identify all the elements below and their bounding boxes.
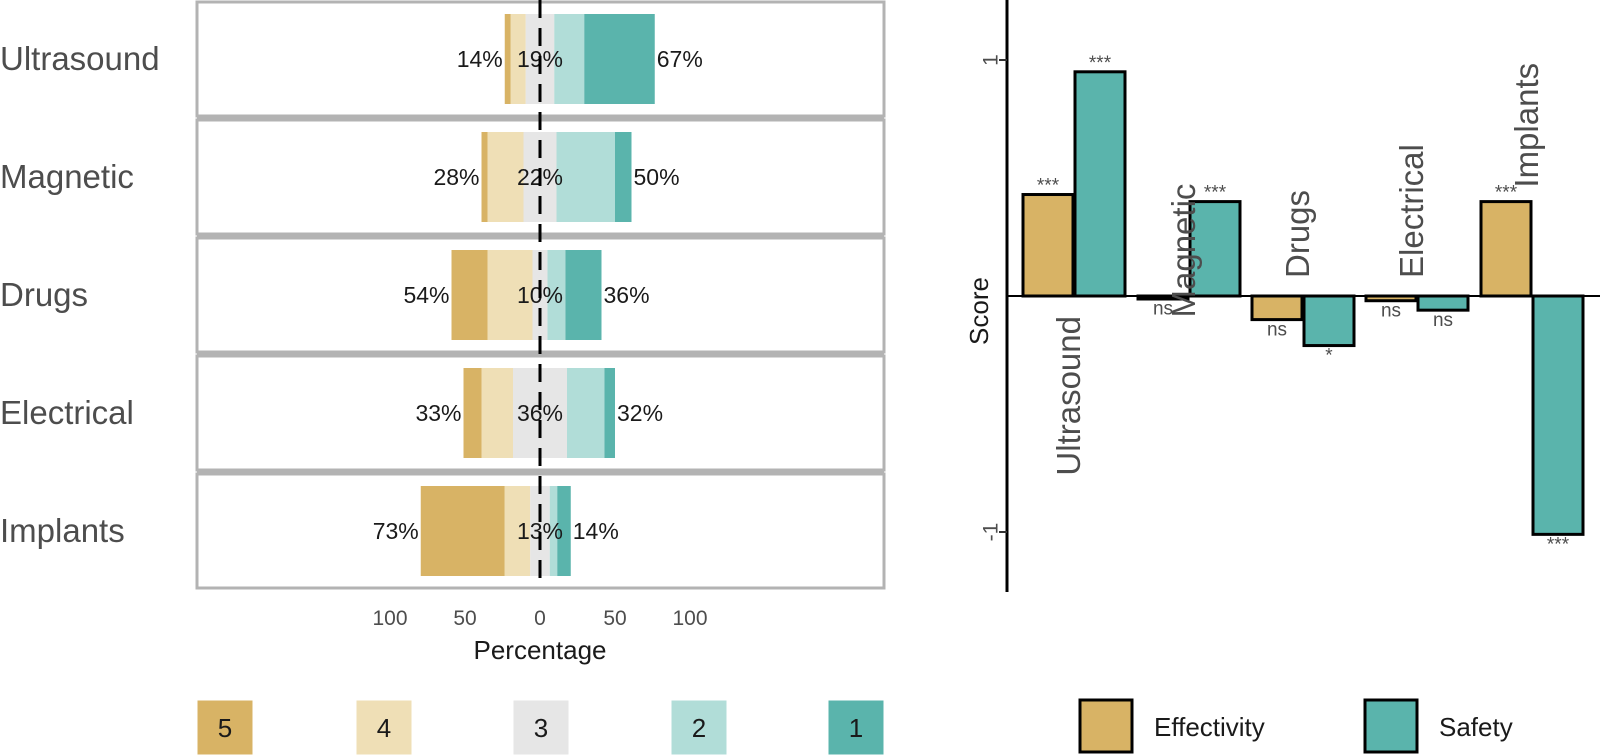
bar-ultrasound-effectivity (1021, 193, 1075, 298)
x-tick-label: 50 (603, 607, 626, 630)
bar-implants-safety (1531, 294, 1585, 536)
significance-label-magnetic-effectivity: ns (1153, 298, 1173, 319)
category-label-implants: Implants (0, 512, 125, 549)
bar-drugs-level-5 (451, 250, 488, 340)
bar-ultrasound-level-1 (584, 14, 655, 104)
bar-implants-effectivity (1479, 200, 1533, 298)
significance-label-implants-effectivity: *** (1495, 183, 1518, 204)
legend-label-level-5: 5 (218, 713, 232, 743)
legend-label-level-1: 1 (849, 713, 863, 743)
category-label-electrical: Electrical (0, 394, 134, 431)
bar-magnetic-level-4 (487, 132, 524, 222)
legend-label-effectivity: Effectivity (1154, 712, 1265, 742)
bar-drugs-level-1 (565, 250, 602, 340)
legend-label-level-2: 2 (692, 713, 706, 743)
bar-electrical-effectivity (1364, 294, 1418, 303)
bar-magnetic-effectivity (1136, 294, 1190, 301)
significance-label-implants-safety: *** (1547, 534, 1570, 555)
bar-magnetic-level-1 (615, 132, 632, 222)
right-pct-label-ultrasound: 67% (657, 46, 703, 72)
significance-label-ultrasound-effectivity: *** (1037, 176, 1060, 197)
likert-chart: Ultrasound 14% 19% 67%Magnetic 28% 22% 50%Drug… (0, 0, 886, 755)
left-pct-label-magnetic: 28% (433, 164, 479, 190)
legend-swatch-level-3 (512, 699, 570, 755)
bar-electrical-level-1 (604, 368, 615, 458)
x-tick-label: 100 (672, 607, 707, 630)
left-pct-label-ultrasound: 14% (457, 46, 503, 72)
x-tick-label: 100 (372, 607, 407, 630)
significance-label-ultrasound-safety: *** (1089, 53, 1112, 74)
y-tick-label: 1 (980, 54, 1003, 66)
bar-implants-level-1 (557, 486, 571, 576)
bar-ultrasound-level-5 (504, 14, 511, 104)
legend-label-level-3: 3 (534, 713, 548, 743)
right-pct-label-magnetic: 50% (634, 164, 680, 190)
x-axis-title: Percentage (474, 635, 607, 665)
bar-ultrasound-safety (1073, 70, 1127, 298)
y-axis-title: Score (964, 277, 994, 345)
bar-implants-level-5 (420, 486, 505, 576)
significance-label-magnetic-safety: *** (1204, 183, 1227, 204)
bar-category-label-electrical: Electrical (1393, 144, 1430, 278)
right-pct-label-implants: 14% (573, 518, 619, 544)
bar-category-label-drugs: Drugs (1279, 190, 1316, 278)
bar-magnetic-level-5 (481, 132, 488, 222)
significance-label-electrical-effectivity: ns (1381, 301, 1401, 322)
significance-label-drugs-effectivity: ns (1267, 320, 1287, 341)
legend-swatch-level-5 (196, 699, 254, 755)
legend-swatch-level-4 (355, 699, 413, 755)
panel-separator (197, 469, 884, 475)
significance-label-electrical-safety: ns (1433, 310, 1453, 331)
right-pct-label-drugs: 36% (604, 282, 650, 308)
bar-category-label-ultrasound: Ultrasound (1050, 316, 1087, 476)
legend-swatch-effectivity (1078, 698, 1134, 754)
right-pct-label-electrical: 32% (617, 400, 663, 426)
category-label-magnetic: Magnetic (0, 158, 134, 195)
legend-swatch-safety (1363, 698, 1419, 754)
legend-swatch-level-2 (670, 699, 728, 755)
legend-label-safety: Safety (1439, 712, 1513, 742)
bar-electrical-safety (1416, 294, 1470, 312)
bar-electrical-level-2 (567, 368, 605, 458)
legend-swatch-level-1 (827, 699, 885, 755)
category-label-ultrasound: Ultrasound (0, 40, 160, 77)
bar-category-label-magnetic: Magnetic (1165, 184, 1202, 318)
x-tick-label: 50 (453, 607, 476, 630)
bar-drugs-effectivity (1250, 294, 1304, 322)
y-tick-label: -1 (980, 523, 1003, 542)
category-label-drugs: Drugs (0, 276, 88, 313)
left-pct-label-implants: 73% (373, 518, 419, 544)
left-pct-label-electrical: 33% (415, 400, 461, 426)
bar-electrical-level-5 (463, 368, 482, 458)
bar-electrical-level-3 (513, 368, 567, 458)
x-tick-label: 0 (534, 607, 546, 630)
bar-magnetic-safety (1188, 200, 1242, 298)
bar-implants-level-4 (504, 486, 531, 576)
bar-electrical-level-4 (481, 368, 513, 458)
bar-ultrasound-level-4 (510, 14, 526, 104)
score-chart: 1-1Score******Ultrasoundns***Magneticns*… (964, 0, 1600, 754)
legend-label-level-4: 4 (377, 713, 391, 743)
left-pct-label-drugs: 54% (403, 282, 449, 308)
bar-category-label-implants: Implants (1508, 63, 1545, 188)
bar-implants-level-2 (549, 486, 558, 576)
bar-magnetic-level-2 (556, 132, 615, 222)
bar-implants-level-3 (530, 486, 550, 576)
significance-label-drugs-safety: * (1325, 346, 1333, 367)
bar-drugs-level-2 (547, 250, 566, 340)
bar-drugs-safety (1302, 294, 1356, 348)
bar-drugs-level-4 (487, 250, 533, 340)
bar-ultrasound-level-2 (554, 14, 585, 104)
